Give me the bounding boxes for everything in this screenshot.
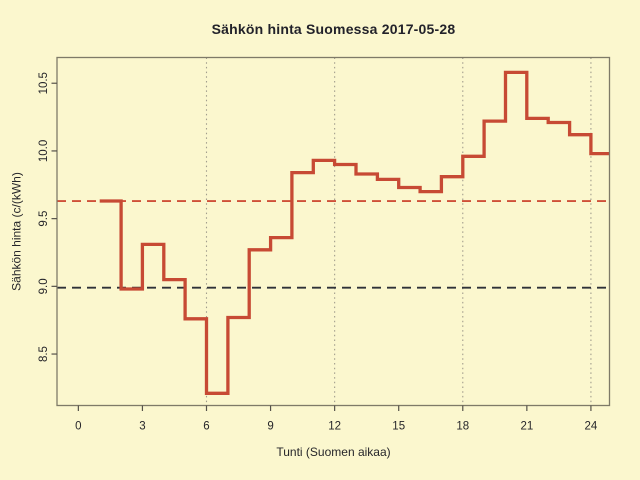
y-tick-label: 9.5 xyxy=(38,211,50,227)
y-tick-label: 9.0 xyxy=(38,278,50,294)
chart-title: Sähkön hinta Suomessa 2017-05-28 xyxy=(211,21,456,37)
x-tick-label: 9 xyxy=(267,421,273,433)
y-tick-label: 10.5 xyxy=(38,72,50,94)
y-tick-label: 10.0 xyxy=(38,140,50,162)
x-axis-title: Tunti (Suomen aikaa) xyxy=(276,445,391,459)
x-tick-label: 0 xyxy=(75,421,81,433)
x-tick-label: 3 xyxy=(139,421,145,433)
x-tick-label: 15 xyxy=(392,421,405,433)
y-tick-label: 8.5 xyxy=(38,346,50,362)
x-tick-label: 12 xyxy=(328,421,341,433)
y-axis-title: Sähkön hinta (c/(kWh) xyxy=(9,172,24,291)
x-tick-label: 6 xyxy=(203,421,209,433)
price-step-line xyxy=(99,70,610,395)
x-tick-label: 18 xyxy=(456,421,469,433)
plot-border xyxy=(56,56,611,407)
x-tick-label: 24 xyxy=(585,421,598,433)
x-tick-label: 21 xyxy=(520,421,533,433)
